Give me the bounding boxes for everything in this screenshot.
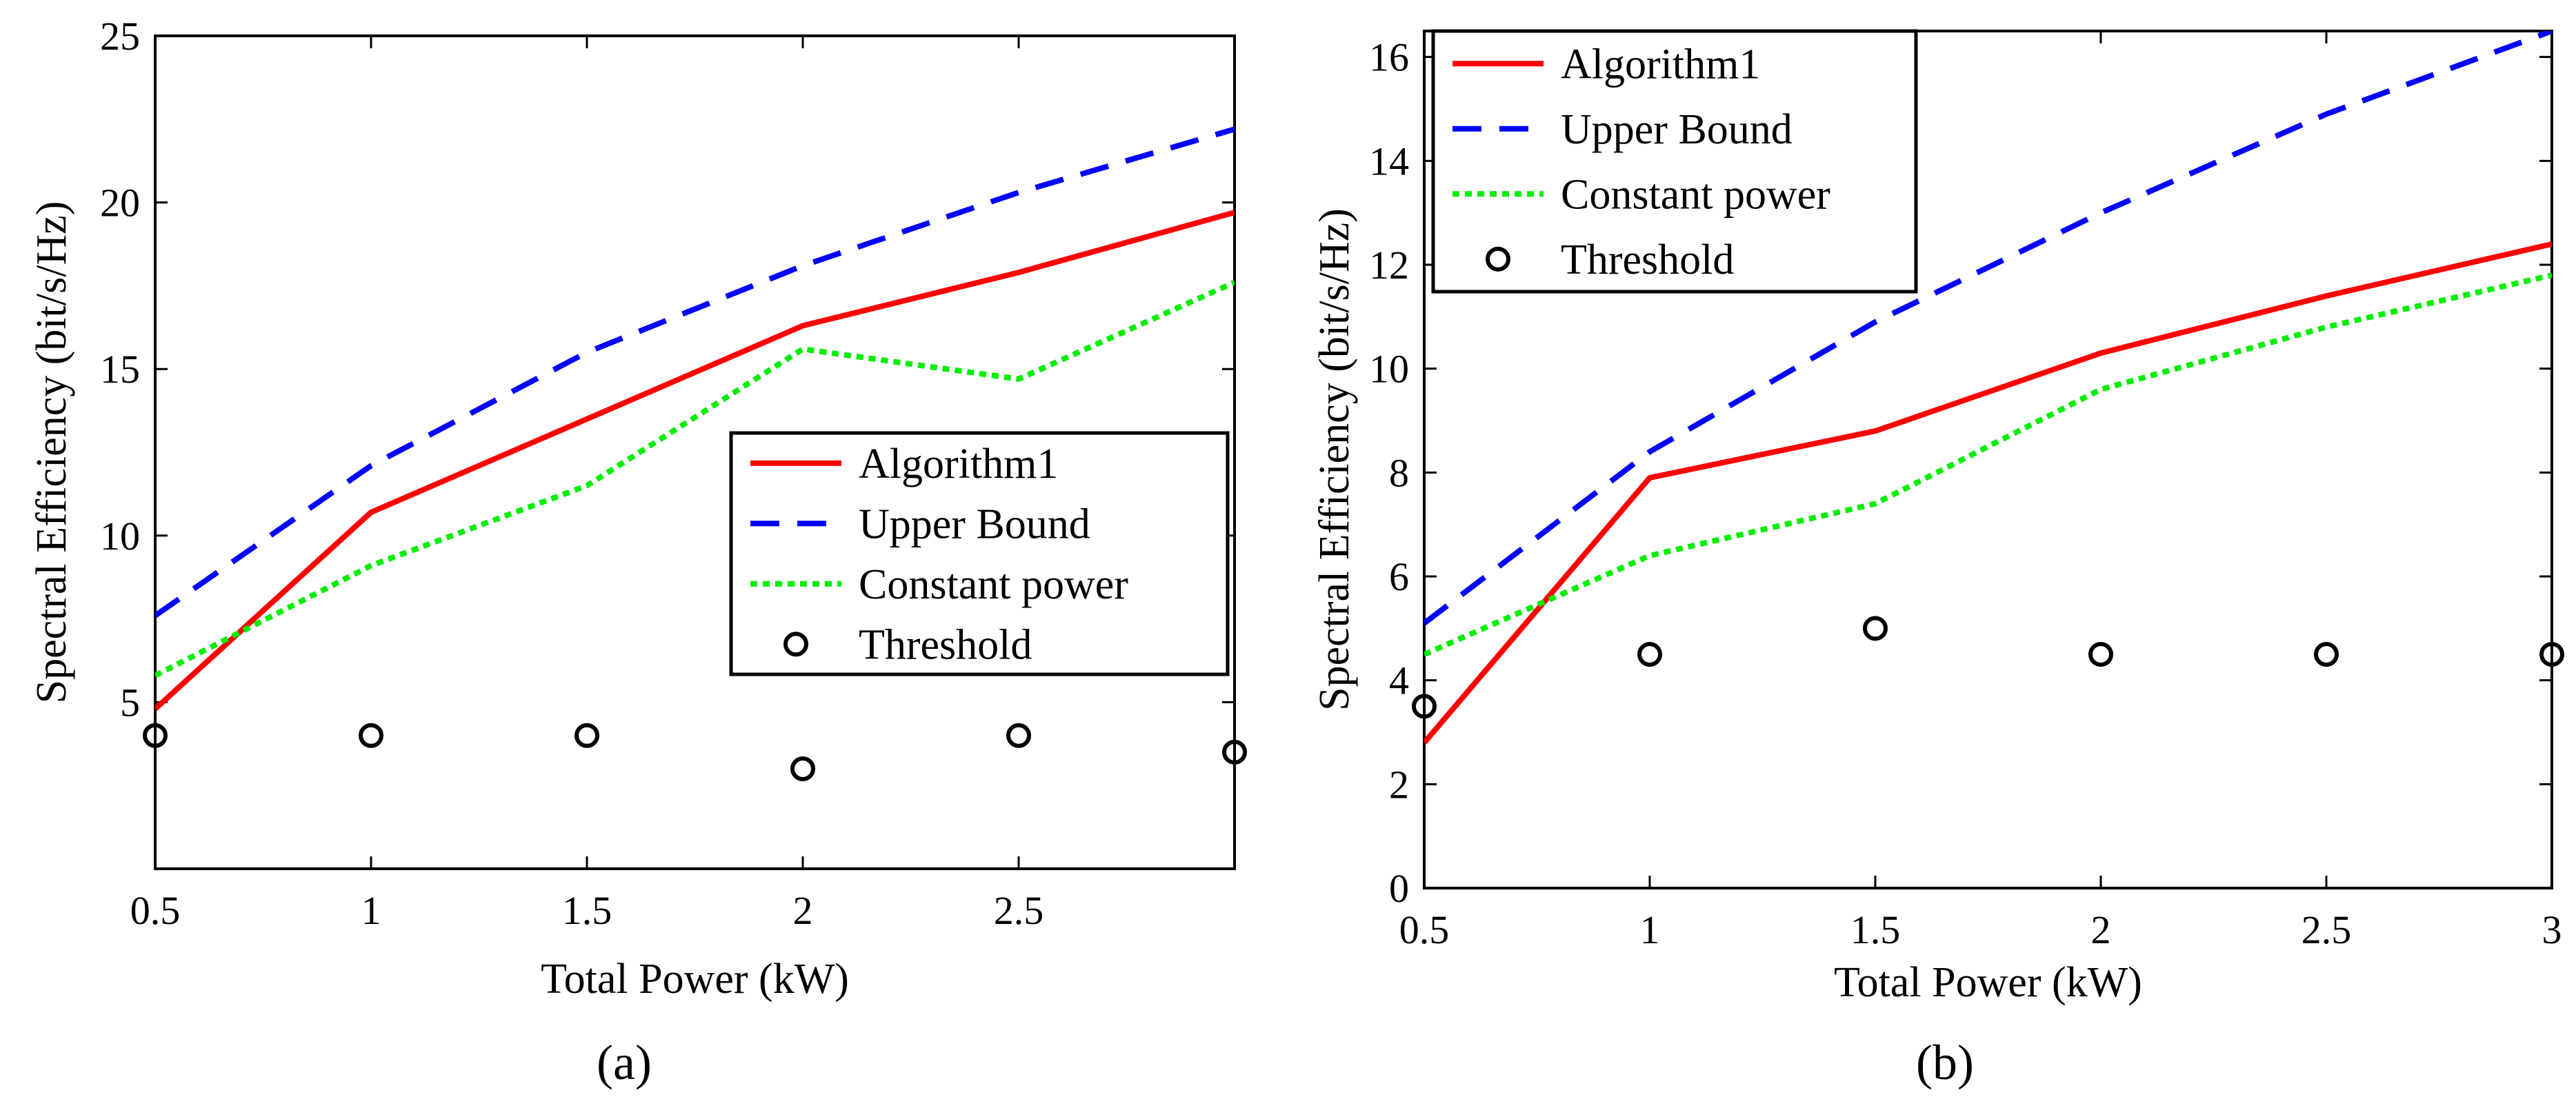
panel-label: (b): [1916, 1035, 1974, 1090]
y-tick-label: 4: [1389, 658, 1409, 703]
legend-label: Constant power: [859, 561, 1128, 608]
x-tick-label: 1.5: [562, 888, 612, 933]
x-tick-label: 2.5: [2302, 907, 2352, 952]
legend: Algorithm1 Upper Bound Constant power Thres…: [729, 431, 1230, 676]
x-tick-label: 3: [2542, 907, 2562, 952]
legend-label: Algorithm1: [859, 441, 1058, 487]
x-tick-label: 1: [361, 888, 381, 933]
y-tick-label: 5: [120, 680, 140, 725]
y-tick-label: 25: [100, 14, 140, 59]
y-axis-label: Spectral Efficiency (bit/s/Hz): [28, 201, 75, 704]
y-tick-label: 6: [1389, 554, 1409, 599]
x-tick-label: 2.5: [994, 888, 1044, 933]
threshold-point: [2088, 642, 2113, 667]
x-tick-label: 0.5: [130, 888, 181, 933]
x-tick-label: 1.5: [1850, 907, 1901, 952]
y-tick-label: 15: [100, 347, 140, 392]
y-tick-label: 12: [1369, 243, 1409, 288]
y-tick-label: 8: [1389, 450, 1409, 495]
y-tick-label: 2: [1389, 762, 1409, 807]
threshold-point: [1637, 642, 1662, 667]
x-tick-label: 1: [1640, 907, 1660, 952]
constant-power-line: [1424, 272, 2552, 657]
algorithm1-line: [1424, 241, 2552, 745]
threshold-point: [2539, 642, 2564, 667]
legend-threshold-symbol: [1486, 246, 1510, 272]
plot-area: [154, 34, 1236, 870]
upper-bound-line: [1424, 31, 2552, 625]
legend-label: Threshold: [1561, 236, 1734, 283]
threshold-point: [1863, 616, 1888, 641]
algorithm1-line: [155, 210, 1235, 712]
y-axis-label: Spectral Efficiency (bit/s/Hz): [1311, 208, 1358, 711]
y-tick-label: 16: [1369, 35, 1409, 80]
y-tick-label: 10: [100, 514, 140, 558]
legend-label: Constant power: [1561, 171, 1830, 218]
threshold-point: [1412, 694, 1437, 719]
data-layer: [155, 126, 1235, 712]
panel-label: (a): [597, 1035, 652, 1090]
threshold-point: [2314, 642, 2339, 667]
data-layer: [1424, 31, 2552, 745]
chart-a: 0.5 1 1.5 2 2.5 5 10 15 20 25 Total Power (kW) Spec…: [28, 14, 1247, 1090]
x-tick-label: 0.5: [1399, 907, 1450, 952]
upper-bound-line: [155, 126, 1235, 618]
x-axis-label: Total Power (kW): [541, 956, 849, 1003]
legend-label: Threshold: [859, 621, 1032, 668]
chart-b: 0.5 1 1.5 2 2.5 3 0 2 4 6 8 10 12 14 16 Total Power (kW…: [1311, 29, 2564, 1090]
x-tick-label: 2: [2091, 907, 2111, 952]
legend: Algorithm1 Upper Bound Constant power Thres…: [1431, 29, 1918, 294]
legend-label: Upper Bound: [859, 501, 1090, 547]
x-tick-label: 2: [793, 888, 813, 933]
threshold-point: [1006, 723, 1031, 748]
y-tick-label: 0: [1389, 866, 1409, 911]
threshold-point: [790, 756, 815, 782]
constant-power-line: [155, 279, 1235, 678]
threshold-point: [143, 723, 168, 748]
legend-threshold-symbol: [783, 632, 808, 657]
threshold-point: [359, 723, 383, 748]
threshold-point: [1222, 739, 1247, 765]
threshold-point: [575, 723, 599, 748]
y-tick-label: 14: [1369, 139, 1409, 183]
plot-area: [1423, 30, 2553, 889]
y-tick-label: 10: [1369, 347, 1409, 392]
y-tick-label: 20: [100, 181, 140, 225]
legend-label: Algorithm1: [1561, 41, 1760, 88]
legend-label: Upper Bound: [1561, 106, 1793, 153]
legend-box: [729, 431, 1230, 676]
x-axis-label: Total Power (kW): [1834, 959, 2142, 1006]
legend-box: [1431, 29, 1918, 294]
